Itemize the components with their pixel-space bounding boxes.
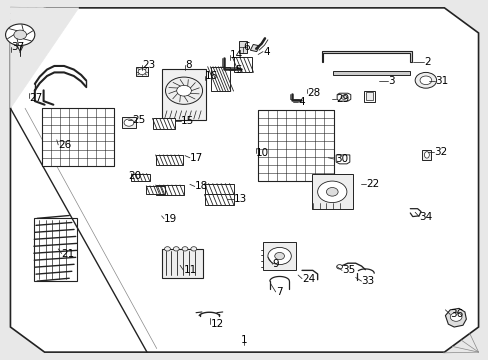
Bar (161, 249, 203, 278)
Bar (365, 93, 372, 100)
Circle shape (340, 95, 346, 99)
Circle shape (5, 24, 35, 45)
Polygon shape (336, 93, 350, 101)
Circle shape (449, 313, 461, 321)
Text: 2: 2 (423, 57, 430, 67)
Polygon shape (250, 44, 259, 51)
Bar (211, 67, 229, 91)
Text: 33: 33 (361, 276, 374, 286)
Circle shape (317, 181, 346, 203)
Bar (238, 41, 247, 53)
Text: 23: 23 (142, 60, 155, 70)
Circle shape (138, 69, 146, 75)
Text: 29: 29 (335, 94, 349, 104)
Text: 13: 13 (233, 194, 246, 204)
Circle shape (182, 247, 187, 251)
Text: 26: 26 (58, 140, 71, 150)
Text: 12: 12 (210, 319, 223, 329)
Text: 35: 35 (341, 265, 355, 275)
Text: 16: 16 (204, 71, 217, 81)
Bar (161, 69, 206, 120)
Bar (42, 108, 114, 166)
Text: 3: 3 (387, 76, 394, 86)
Circle shape (190, 247, 196, 251)
Text: 27: 27 (29, 93, 42, 103)
Text: 34: 34 (418, 212, 431, 221)
Text: 4: 4 (298, 97, 304, 107)
Text: 18: 18 (194, 181, 207, 192)
Polygon shape (335, 155, 349, 164)
Circle shape (164, 247, 170, 251)
Polygon shape (332, 71, 409, 75)
Circle shape (14, 30, 26, 40)
Text: 30: 30 (334, 154, 347, 164)
Polygon shape (445, 309, 466, 327)
Text: 21: 21 (61, 248, 75, 258)
Text: 25: 25 (132, 115, 145, 125)
Text: 8: 8 (184, 60, 191, 70)
Text: 6: 6 (243, 42, 249, 52)
Bar (146, 186, 164, 194)
Circle shape (326, 188, 337, 196)
Text: 17: 17 (189, 153, 203, 163)
Bar (156, 185, 183, 195)
Circle shape (176, 85, 191, 96)
Bar (204, 194, 233, 205)
Bar (122, 117, 136, 128)
Circle shape (267, 247, 291, 265)
Ellipse shape (424, 152, 428, 158)
Text: 10: 10 (255, 148, 268, 158)
Polygon shape (10, 8, 79, 108)
Text: 11: 11 (183, 265, 196, 275)
Circle shape (165, 77, 202, 104)
Polygon shape (321, 51, 411, 62)
Circle shape (336, 265, 342, 269)
Bar (204, 184, 233, 194)
Bar (131, 174, 150, 181)
Text: 7: 7 (275, 287, 282, 297)
Bar (258, 110, 333, 181)
Circle shape (274, 252, 284, 260)
Text: 36: 36 (449, 310, 463, 319)
Text: 9: 9 (272, 259, 279, 269)
Text: 5: 5 (234, 64, 241, 75)
Text: 4: 4 (263, 46, 269, 57)
Circle shape (173, 247, 179, 251)
Bar (311, 174, 352, 210)
Text: 31: 31 (434, 76, 447, 86)
Text: 1: 1 (241, 335, 247, 345)
Polygon shape (10, 8, 478, 352)
Text: 22: 22 (366, 179, 379, 189)
Text: 15: 15 (181, 116, 194, 126)
Text: 37: 37 (11, 42, 24, 52)
Text: 32: 32 (433, 147, 446, 157)
Bar (233, 57, 252, 72)
Bar (156, 155, 182, 165)
Text: 24: 24 (302, 274, 315, 284)
Circle shape (419, 76, 431, 85)
Text: 28: 28 (306, 88, 320, 98)
Text: 20: 20 (128, 171, 142, 181)
Bar (422, 149, 430, 160)
Bar (363, 91, 374, 102)
Text: 19: 19 (163, 214, 177, 224)
Bar (153, 118, 174, 129)
Circle shape (124, 119, 134, 126)
Bar (136, 67, 148, 76)
Bar (34, 219, 77, 281)
Circle shape (414, 72, 436, 88)
Bar (263, 242, 296, 270)
Text: 14: 14 (229, 50, 243, 60)
